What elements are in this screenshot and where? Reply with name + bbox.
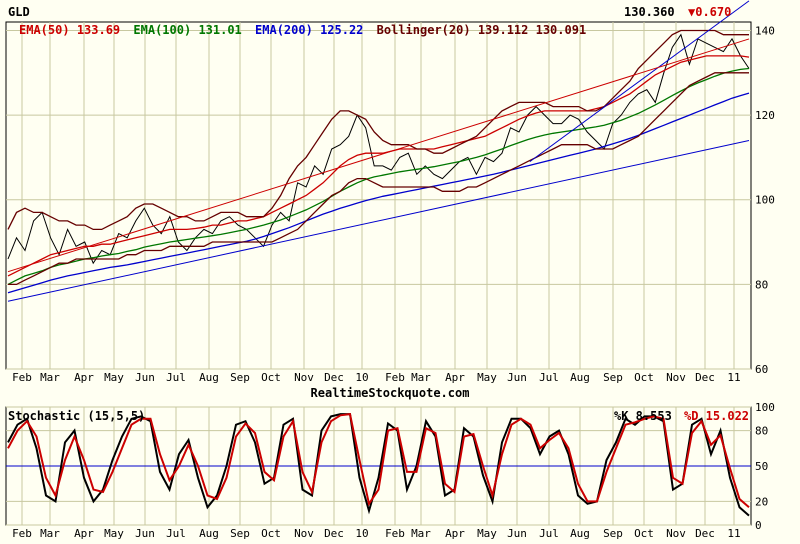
last-price: 130.360 — [624, 5, 675, 19]
stoch-x-tick-label: May — [104, 527, 124, 540]
main-x-tick-label: Aug — [570, 371, 590, 384]
main-series-ema-50- — [7, 55, 750, 277]
legend-ema50: EMA(50) 133.69 — [19, 23, 120, 37]
stoch-x-tick-label: Feb — [12, 527, 32, 540]
main-x-tick-label: Oct — [634, 371, 654, 384]
main-x-tick-label: Apr — [74, 371, 94, 384]
stoch-x-tick-label: 10 — [355, 527, 368, 540]
main-series-ema-100- — [7, 67, 750, 285]
stoch-y-tick-label: 20 — [755, 495, 768, 508]
stoch-x-tick-label: Apr — [445, 527, 465, 540]
main-x-tick-label: Sep — [603, 371, 623, 384]
main-y-tick-label: 80 — [755, 278, 768, 291]
stoch-x-tick-label: Sep — [230, 527, 250, 540]
main-x-tick-label: Apr — [445, 371, 465, 384]
main-grid — [6, 22, 751, 370]
stoch-x-tick-label: Aug — [199, 527, 219, 540]
main-x-tick-label: Aug — [199, 371, 219, 384]
stoch-x-tick-label: Jul — [539, 527, 559, 540]
legend-ema100: EMA(100) 131.01 — [133, 23, 241, 37]
stoch-x-tick-label: Aug — [570, 527, 590, 540]
stoch-y-tick-label: 100 — [755, 401, 775, 414]
stochastic-x-axis: Feb Mar Apr May Jun Jul Aug Sep Oct Nov Dec 10 Feb Ma… — [12, 527, 741, 540]
stochastic-title: Stochastic (15,5,5) — [8, 409, 145, 423]
main-x-tick-label: Jul — [166, 371, 186, 384]
main-series-bollinger-lower — [8, 72, 749, 286]
stoch-x-tick-label: Sep — [603, 527, 623, 540]
main-y-tick-label: 120 — [755, 109, 775, 122]
stoch-y-tick-label: 50 — [755, 460, 768, 473]
stoch-x-tick-label: Oct — [634, 527, 654, 540]
main-series-ema-200- — [7, 92, 750, 294]
stochastic-series — [7, 412, 750, 517]
stochastic-y-axis: 0 20 50 80 100 — [755, 401, 775, 532]
main-y-tick-label: 140 — [755, 24, 775, 37]
site-footer: RealtimeStockquote.com — [311, 386, 470, 400]
stoch-x-tick-label: Nov — [666, 527, 686, 540]
main-series-gld — [7, 33, 750, 265]
stochastic-grid — [6, 406, 751, 526]
stoch-series--d — [7, 412, 750, 509]
main-y-tick-label: 60 — [755, 363, 768, 376]
main-x-tick-label: Nov — [666, 371, 686, 384]
stoch-x-tick-label: Jun — [507, 527, 527, 540]
main-x-tick-label: May — [477, 371, 497, 384]
stoch-y-tick-label: 0 — [755, 519, 762, 532]
stoch-x-tick-label: Apr — [74, 527, 94, 540]
stoch-x-tick-label: Oct — [261, 527, 281, 540]
main-x-tick-label: Jun — [507, 371, 527, 384]
main-plot-area — [5, 21, 752, 370]
price-change: ▼0.670 — [688, 5, 731, 19]
legend-line: EMA(50) 133.69 EMA(100) 131.01 EMA(200) … — [19, 23, 586, 37]
main-x-tick-label: Dec — [695, 371, 715, 384]
main-x-tick-label: Jul — [539, 371, 559, 384]
main-x-tick-label: 11 — [727, 371, 740, 384]
main-y-tick-label: 100 — [755, 194, 775, 207]
stoch-x-tick-label: Jul — [166, 527, 186, 540]
main-x-tick-label: May — [104, 371, 124, 384]
stoch-x-tick-label: May — [477, 527, 497, 540]
stoch-x-tick-label: Mar — [411, 527, 431, 540]
main-x-tick-label: Nov — [294, 371, 314, 384]
stochastic-k-label: %K 8.553 — [614, 409, 672, 423]
main-x-tick-label: Feb — [385, 371, 405, 384]
stoch-x-tick-label: Jun — [135, 527, 155, 540]
legend-ema200: EMA(200) 125.22 — [255, 23, 363, 37]
main-trendline — [529, 0, 750, 163]
stoch-x-tick-label: 11 — [727, 527, 740, 540]
stoch-x-tick-label: Feb — [385, 527, 405, 540]
main-series — [7, 0, 750, 302]
main-x-tick-label: Feb — [12, 371, 32, 384]
main-x-tick-label: Sep — [230, 371, 250, 384]
main-x-tick-label: Mar — [40, 371, 60, 384]
main-y-axis: 60 80 100 120 140 — [755, 24, 775, 376]
stoch-series--k — [7, 413, 750, 517]
ticker-symbol: GLD — [8, 5, 30, 19]
main-series-bollinger-upper — [7, 29, 749, 231]
main-x-tick-label: Oct — [261, 371, 281, 384]
main-x-tick-label: 10 — [355, 371, 368, 384]
main-x-tick-label: Jun — [135, 371, 155, 384]
stoch-x-tick-label: Mar — [40, 527, 60, 540]
main-x-tick-label: Dec — [324, 371, 344, 384]
main-x-axis: Feb Mar Apr May Jun Jul Aug Sep Oct Nov Dec 10 Feb Ma… — [12, 371, 741, 384]
legend-bollinger: Bollinger(20) 139.112 130.091 — [377, 23, 587, 37]
stochastic-d-label: %D 15.022 — [684, 409, 749, 423]
stoch-x-tick-label: Dec — [324, 527, 344, 540]
stoch-y-tick-label: 80 — [755, 425, 768, 438]
stoch-x-tick-label: Dec — [695, 527, 715, 540]
main-trendline — [7, 139, 750, 302]
stoch-x-tick-label: Nov — [294, 527, 314, 540]
main-trendline — [7, 38, 750, 273]
main-x-tick-label: Mar — [411, 371, 431, 384]
